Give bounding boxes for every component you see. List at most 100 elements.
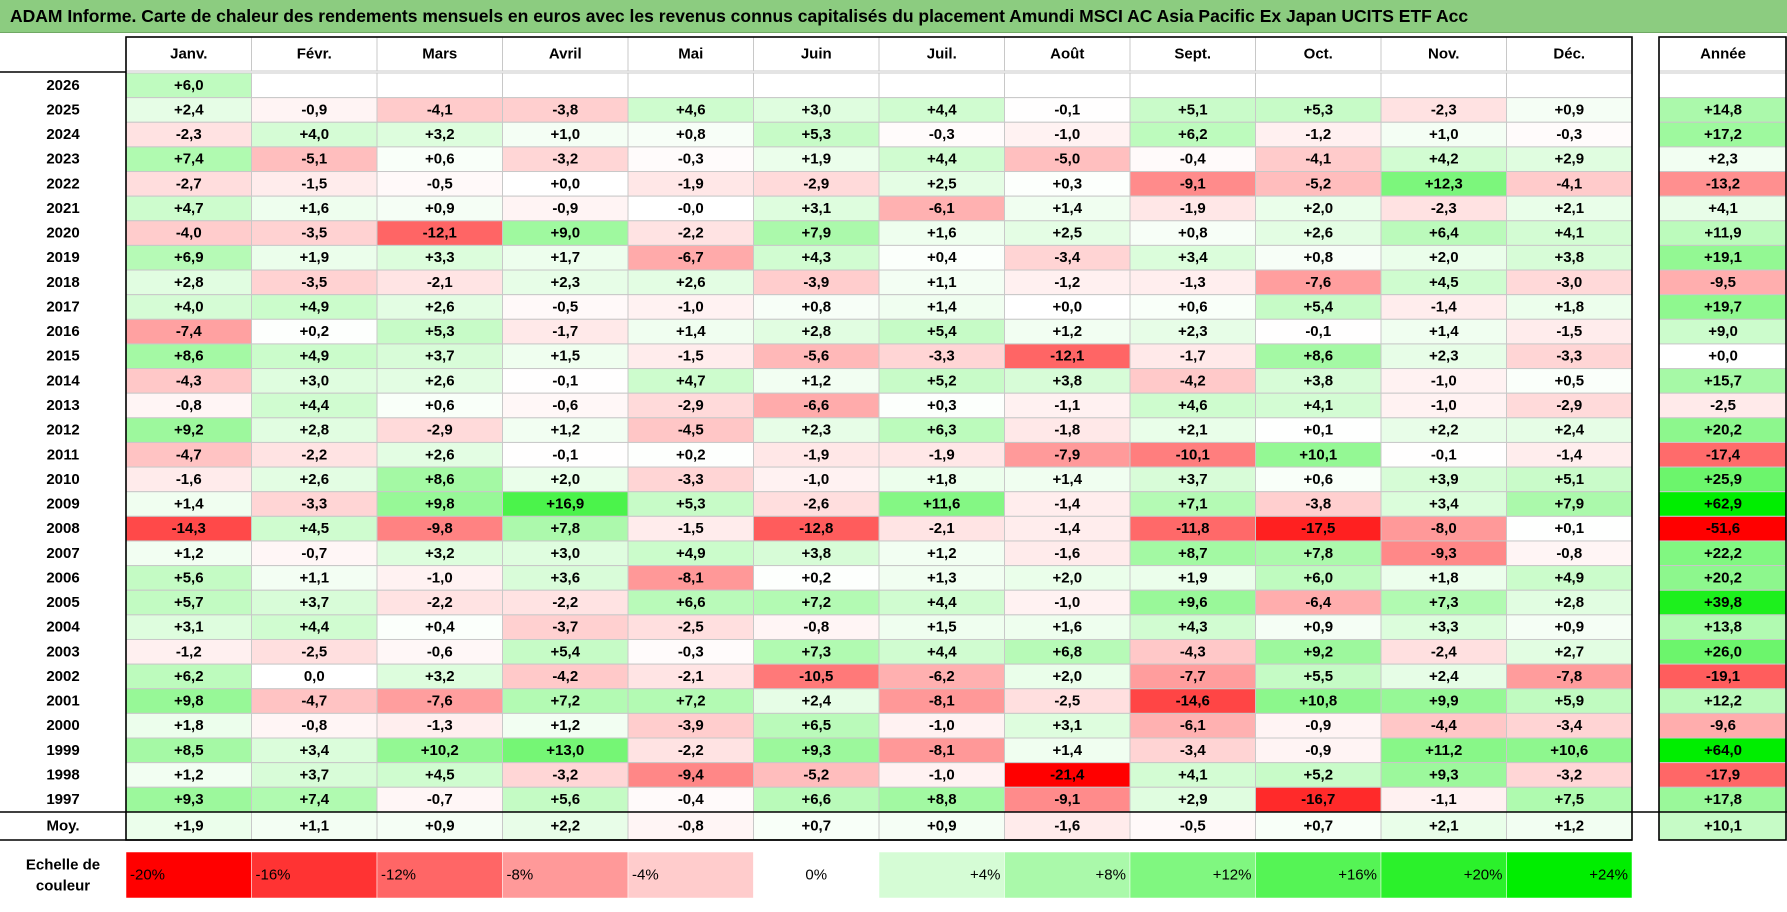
heat-cell-value: -2,5: [301, 643, 327, 660]
heat-cell-value: -7,7: [1180, 668, 1206, 685]
heat-cell: [502, 97, 629, 123]
heat-cell: [878, 343, 1005, 370]
heat-cell-value: -4,4: [1431, 717, 1458, 734]
year-header: Année: [1700, 46, 1746, 63]
month-header-1: Janv.: [170, 46, 207, 63]
annual-cell-value: +22,2: [1704, 545, 1742, 562]
row-year-label: 2008: [46, 520, 79, 537]
heat-cell-value: -4,7: [176, 446, 202, 463]
heat-cell: [502, 146, 629, 173]
heat-cell: [251, 663, 378, 690]
heat-cell: [753, 786, 880, 813]
heat-cell-value: -0,4: [1180, 151, 1207, 168]
heat-cell-value: +12,3: [1425, 175, 1463, 192]
heat-cell: [1380, 614, 1507, 640]
heat-cell: [878, 589, 1005, 616]
heat-cell: [1129, 195, 1256, 222]
heat-cell: [1380, 220, 1507, 246]
heat-cell-value: -8,1: [929, 693, 955, 710]
average-cell-value: +2,1: [1429, 818, 1459, 835]
heat-cell-value: +3,2: [425, 545, 455, 562]
heat-cell: [502, 466, 629, 493]
heat-cell-value: -4,1: [1305, 151, 1331, 168]
heat-cell: [1380, 97, 1507, 123]
row-year-label: 2026: [46, 77, 79, 94]
heat-cell: [627, 368, 754, 394]
average-cell-value: -0,8: [678, 818, 704, 835]
heat-cell-value: +5,1: [1178, 101, 1208, 118]
annual-cell-value: +25,9: [1704, 471, 1742, 488]
heat-cell: [1129, 269, 1256, 296]
heat-cell-value: -8,0: [1431, 520, 1457, 537]
heat-cell: [878, 294, 1005, 320]
heat-cell-value: +1,6: [927, 225, 957, 242]
heat-cell-value: +5,6: [174, 569, 204, 586]
heat-cell-value: -0,4: [678, 791, 705, 808]
heat-cell-value: +2,8: [299, 422, 329, 439]
average-cell-value: +0,7: [1303, 818, 1333, 835]
heat-cell-value: -0,9: [1305, 742, 1331, 759]
heat-cell: [753, 269, 880, 296]
heat-cell-value: +0,4: [425, 619, 455, 636]
heat-cell-value: +4,6: [676, 101, 706, 118]
scale-swatch-label: -16%: [256, 867, 291, 884]
heat-cell-value: +1,5: [550, 348, 580, 365]
heat-cell: [1506, 368, 1633, 394]
month-header-9: Sept.: [1174, 46, 1211, 63]
heat-cell-value: -3,2: [1556, 766, 1582, 783]
heat-cell-value: -0,9: [301, 101, 327, 118]
heat-cell: [1255, 614, 1382, 640]
heat-cell-value: +9,3: [801, 742, 831, 759]
heat-cell-value: -7,8: [1556, 668, 1582, 685]
annual-frame: [1658, 36, 1787, 841]
heat-cell: [1255, 368, 1382, 394]
heat-cell-value: +2,6: [425, 446, 455, 463]
heat-cell-value: -1,7: [552, 323, 578, 340]
heat-cell-value: +3,8: [1303, 372, 1333, 389]
heat-cell-value: -2,9: [803, 175, 829, 192]
heat-cell-value: -4,2: [552, 668, 578, 685]
heat-cell: [502, 72, 629, 99]
heat-cell-value: -0,8: [803, 619, 829, 636]
heat-cell-value: +6,9: [174, 249, 204, 266]
heat-cell: [627, 146, 754, 173]
heat-cell: [376, 589, 503, 616]
heat-cell: [502, 638, 629, 665]
heat-cell-value: +5,4: [927, 323, 957, 340]
heat-cell-value: -1,0: [1054, 594, 1080, 611]
month-header-10: Oct.: [1304, 46, 1333, 63]
heat-cell: [878, 368, 1005, 394]
month-header-cell: [878, 36, 1005, 72]
heat-cell: [1004, 318, 1131, 345]
heat-cell-value: -16,7: [1301, 791, 1335, 808]
heat-cell-value: +9,0: [550, 225, 580, 242]
heat-cell-value: +3,1: [801, 200, 831, 217]
annual-cell-value: -9,6: [1710, 717, 1736, 734]
row-year-label: 2007: [46, 545, 79, 562]
heat-cell: [753, 294, 880, 320]
heat-cell-value: +0,0: [550, 175, 580, 192]
heat-cell: [251, 638, 378, 665]
heat-cell: [1380, 786, 1507, 813]
heat-cell-value: -6,6: [803, 397, 829, 414]
heat-cell-value: +1,2: [550, 422, 580, 439]
heat-cell-value: -1,2: [1054, 274, 1080, 291]
heat-cell-value: +6,5: [801, 717, 831, 734]
heat-cell-value: +0,6: [1178, 298, 1208, 315]
scale-label-line-2: couleur: [36, 878, 90, 895]
annual-cell: [1658, 638, 1787, 665]
heat-cell-value: -1,0: [427, 569, 453, 586]
row-year-label: 2005: [46, 594, 79, 611]
heat-cell-value: -3,2: [552, 151, 578, 168]
heat-cell-value: +16,9: [546, 496, 584, 513]
heat-cell-value: +4,7: [174, 200, 204, 217]
heat-cell: [1004, 72, 1131, 99]
heat-cell-value: +3,2: [425, 126, 455, 143]
scale-swatch: [1004, 851, 1131, 899]
heat-cell-value: -1,0: [1431, 372, 1457, 389]
annual-cell-value: -19,1: [1706, 668, 1740, 685]
heat-cell-value: +6,3: [927, 422, 957, 439]
heat-cell: [753, 515, 880, 542]
heat-cell: [376, 466, 503, 493]
heat-cell-value: +5,3: [1303, 101, 1333, 118]
